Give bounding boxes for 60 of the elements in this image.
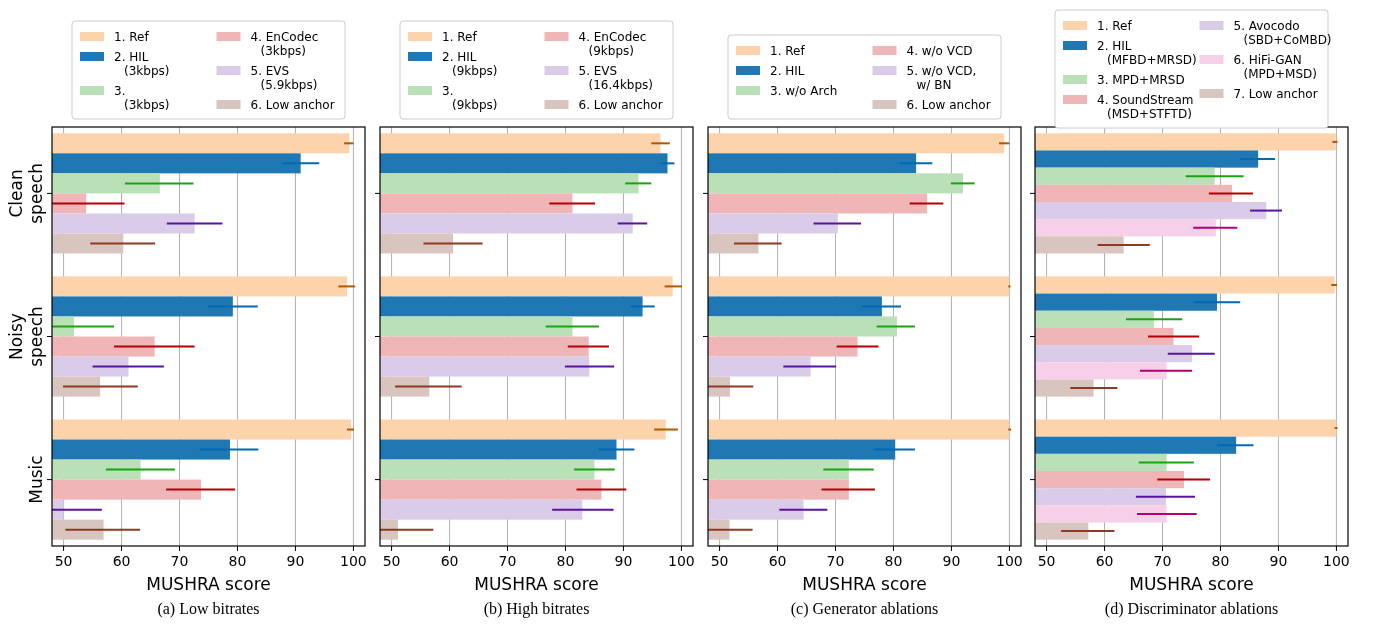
x-tick-label: 70	[1153, 553, 1172, 569]
x-tick-label: 50	[54, 553, 73, 569]
x-tick-label: 50	[382, 553, 401, 569]
legend-label: 2. HIL (9kbps)	[442, 50, 498, 78]
text: (c) Generator ablations	[790, 600, 939, 618]
x-tick-label: 70	[170, 553, 189, 569]
x-tick-label: 60	[768, 553, 787, 569]
legend-label: 7. Low anchor	[1233, 87, 1318, 101]
x-tick-label: 60	[1095, 553, 1114, 569]
legend-label: 6. Low anchor	[250, 98, 335, 112]
x-tick-label: 80	[228, 553, 247, 569]
legend-label: 1. Ref	[770, 44, 806, 58]
legend-label: 6. HiFi-GAN (MPD+MSD)	[1233, 53, 1317, 81]
legend-label: 4. EnCodec (3kbps)	[250, 30, 319, 58]
x-tick-label: 60	[440, 553, 459, 569]
x-tick-label: 90	[942, 553, 961, 569]
legend-label: 2. HIL	[770, 64, 805, 78]
legend-label: 3. MPD+MRSD	[1097, 73, 1185, 87]
x-tick-label: 60	[112, 553, 131, 569]
y-tick-label: Music	[26, 455, 46, 504]
legend-label: 2. HIL (3kbps)	[114, 50, 170, 78]
legend-label: 4. EnCodec (9kbps)	[578, 30, 647, 58]
legend-label: 6. Low anchor	[578, 98, 663, 112]
legend-label: 1. Ref	[114, 30, 150, 44]
x-tick-label: 80	[1211, 553, 1230, 569]
text: (d) Discriminator ablations	[1104, 600, 1279, 618]
x-tick-label: 80	[556, 553, 575, 569]
legend-label: 4. w/o VCD	[906, 44, 973, 58]
x-axis-title: MUSHRA score	[802, 574, 927, 594]
legend-label: 3. (9kbps)	[442, 84, 498, 112]
legend-label: 5. EVS (16.4kbps)	[578, 64, 654, 92]
legend-label: 1. Ref	[442, 30, 478, 44]
x-axis-title: MUSHRA score	[1129, 574, 1254, 594]
legend-label: 2. HIL (MFBD+MRSD)	[1097, 39, 1197, 67]
x-tick-label: 70	[826, 553, 845, 569]
x-tick-label: 50	[710, 553, 729, 569]
x-tick-label: 70	[498, 553, 517, 569]
x-tick-label: 90	[1269, 553, 1288, 569]
text: (a) Low bitrates	[157, 600, 260, 618]
legend-label: 1. Ref	[1097, 19, 1133, 33]
legend-label: 4. SoundStream (MSD+STFTD)	[1097, 93, 1194, 121]
x-tick-label: 100	[1323, 553, 1350, 569]
x-tick-label: 90	[286, 553, 305, 569]
x-tick-label: 90	[614, 553, 633, 569]
x-axis-title: MUSHRA score	[474, 574, 599, 594]
legend-label: 3. w/o Arch	[770, 84, 838, 98]
x-tick-label: 100	[340, 553, 367, 569]
legend-label: 6. Low anchor	[906, 98, 991, 112]
y-tick-label: Clean speech	[6, 163, 46, 224]
legend-label: 5. EVS (5.9kbps)	[250, 64, 318, 92]
x-tick-label: 50	[1037, 553, 1056, 569]
legend-label: 3. (3kbps)	[114, 84, 170, 112]
x-tick-label: 80	[884, 553, 903, 569]
x-axis-title: MUSHRA score	[146, 574, 271, 594]
legend-label: 5. w/o VCD, w/ BN	[906, 64, 977, 92]
text: (b) High bitrates	[483, 600, 590, 618]
y-tick-label: Noisy speech	[6, 306, 46, 367]
x-tick-label: 100	[668, 553, 695, 569]
legend-label: 5. Avocodo (SBD+CoMBD)	[1233, 19, 1332, 47]
x-tick-label: 100	[996, 553, 1023, 569]
